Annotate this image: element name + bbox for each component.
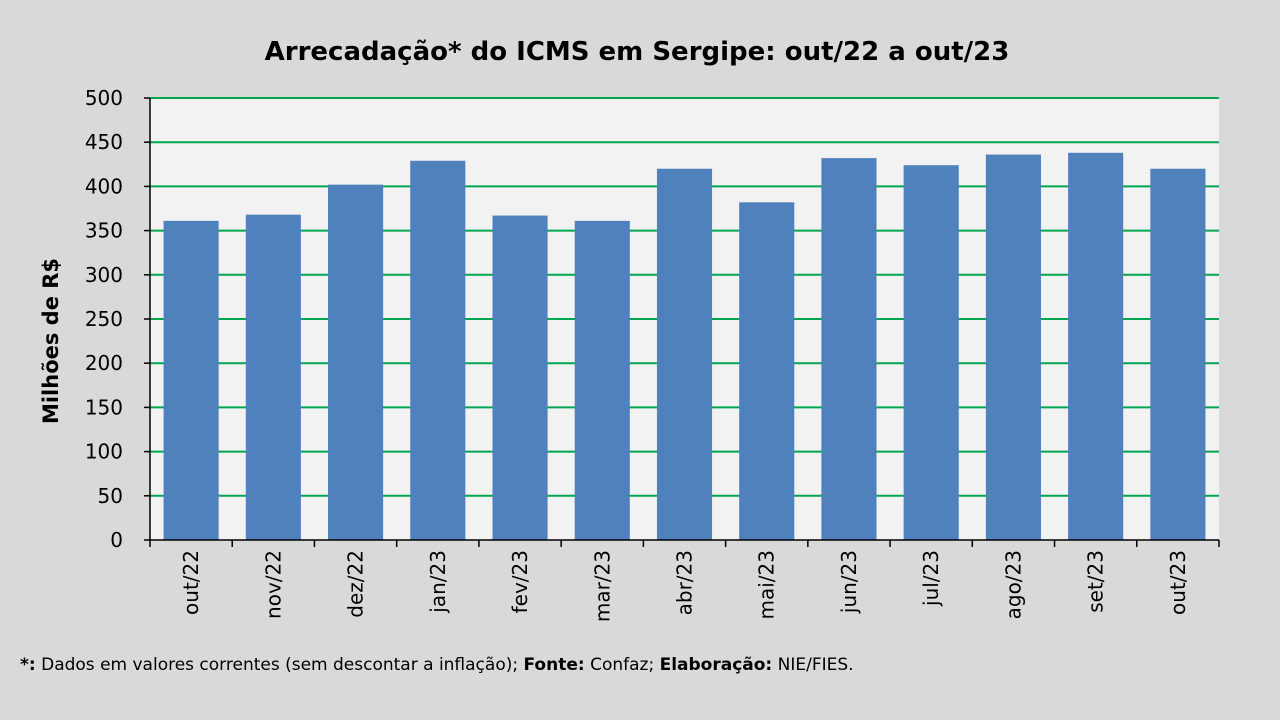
- footnote-author: NIE/FIES.: [772, 655, 854, 675]
- y-tick-label: 50: [98, 484, 123, 508]
- x-tick-label: abr/23: [673, 550, 697, 615]
- y-tick-label: 350: [85, 219, 123, 243]
- footnote-mark: *:: [20, 655, 36, 675]
- x-tick-label: out/22: [179, 550, 203, 615]
- y-tick-label: 400: [85, 174, 123, 198]
- bar-abr-23: [656, 168, 713, 540]
- y-tick-label: 0: [110, 528, 123, 552]
- y-tick-label: 150: [85, 395, 123, 419]
- bar-nov-22: [245, 214, 301, 541]
- x-tick-label: set/23: [1084, 550, 1108, 613]
- bar-mai-23: [739, 202, 795, 540]
- x-tick-label: jan/23: [426, 550, 450, 614]
- bar-jun-23: [821, 158, 877, 540]
- y-axis-label: Milhões de R$: [39, 258, 63, 424]
- x-tick-label: mar/23: [590, 550, 614, 622]
- footnote-source: Confaz;: [584, 655, 660, 675]
- y-tick-label: 300: [85, 263, 123, 287]
- x-tick-label: out/23: [1166, 550, 1190, 615]
- y-tick-label: 200: [85, 351, 123, 375]
- footnote: *: Dados em valores correntes (sem desco…: [20, 655, 1260, 675]
- footnote-note: Dados em valores correntes (sem desconta…: [35, 655, 524, 675]
- y-tick-label: 500: [85, 86, 123, 110]
- bar-out-23: [1150, 168, 1206, 540]
- y-tick-labels: 0 50 100 150 200 250 300 350 400 450 500: [85, 86, 123, 552]
- axes: [144, 97, 1220, 547]
- x-tick-label: ago/23: [1001, 550, 1025, 619]
- footnote-source-label: Fonte:: [523, 655, 585, 675]
- bar-fev-23: [492, 215, 548, 540]
- x-tick-label: jun/23: [837, 550, 861, 614]
- y-tick-label: 250: [85, 307, 123, 331]
- bars: [163, 152, 1206, 541]
- chart-title: Arrecadação* do ICMS em Sergipe: out/22 …: [265, 37, 1010, 67]
- x-tick-label: mai/23: [755, 550, 779, 619]
- bar-set-23: [1068, 152, 1124, 541]
- footnote-author-label: Elaboração:: [659, 655, 773, 675]
- bar-ago-23: [985, 154, 1041, 541]
- y-tick-label: 100: [85, 440, 123, 464]
- x-tick-label: dez/22: [344, 550, 368, 618]
- x-tick-label: jul/23: [919, 550, 943, 607]
- chart-frame: Arrecadação* do ICMS em Sergipe: out/22 …: [39, 37, 1220, 623]
- bar-jul-23: [903, 165, 959, 540]
- x-tick-label: fev/23: [508, 550, 532, 613]
- y-tick-label: 450: [85, 130, 123, 154]
- bar-mar-23: [574, 220, 630, 540]
- bar-jan-23: [410, 160, 466, 540]
- bar-out-22: [163, 220, 219, 540]
- bar-dez-22: [328, 184, 384, 540]
- x-tick-label: nov/22: [261, 550, 285, 619]
- icms-bar-chart: Arrecadação* do ICMS em Sergipe: out/22 …: [39, 37, 1220, 622]
- x-tick-labels: out/22 nov/22 dez/22 jan/23 fev/23 mar/23 abr/…: [179, 550, 1190, 622]
